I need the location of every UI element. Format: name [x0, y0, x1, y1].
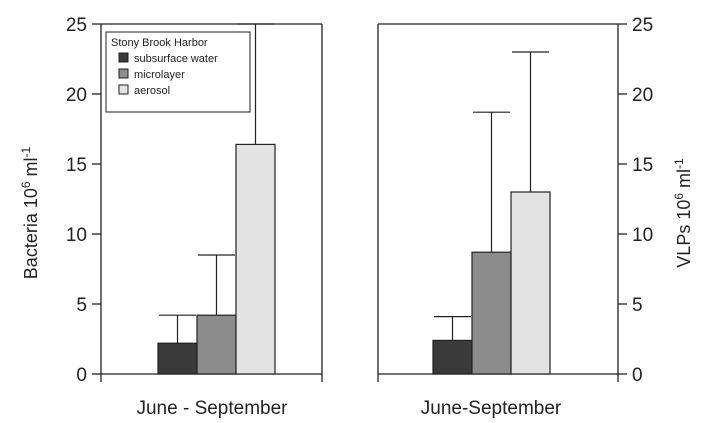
y-axis-title-part: VLPs 10 [674, 200, 694, 268]
legend-entry-label: subsurface water [134, 53, 218, 65]
y-axis-title: Bacteria 106 ml-1 [19, 146, 41, 279]
legend-entry-label: microlayer [134, 69, 185, 81]
chart-panel-right: 0 5 10 15 20 25 June-September VLPs 106 ml-1 [377, 15, 694, 419]
bar-subsurface-water [432, 339, 473, 375]
legend-swatch [118, 52, 129, 63]
bar-microlayer [196, 314, 237, 375]
y-tick-label: 0 [632, 365, 643, 386]
y-tick-label: 0 [76, 365, 87, 386]
y-tick-label: 5 [632, 295, 643, 316]
bar-subsurface-water [157, 342, 198, 375]
y-axis-title-part: ml [21, 157, 41, 181]
y-axis-title-part: Bacteria 10 [21, 188, 41, 279]
x-category-label: June - September [136, 398, 288, 418]
y-axis-title-part: ml [674, 169, 694, 193]
bar-aerosol [510, 191, 551, 375]
y-axis-title-part: -1 [19, 146, 33, 157]
y-tick-label: 10 [66, 225, 87, 246]
legend-swatch [118, 68, 129, 79]
y-axis-title-part: -1 [672, 158, 686, 169]
legend: Stony Brook Harbor subsurface water microl… [105, 31, 251, 113]
legend-swatch [118, 84, 129, 95]
y-axis-title-part: 6 [672, 193, 686, 200]
bar-microlayer [471, 251, 512, 375]
y-tick-label: 20 [632, 85, 653, 106]
legend-entry-label: aerosol [134, 85, 170, 97]
y-axis-title-part: 6 [19, 181, 33, 188]
y-axis-title: VLPs 106 ml-1 [672, 158, 694, 268]
y-tick-label: 15 [66, 155, 87, 176]
y-tick-label: 25 [66, 15, 87, 36]
y-tick-label: 5 [76, 295, 87, 316]
y-tick-label: 25 [632, 15, 653, 36]
y-tick-label: 15 [632, 155, 653, 176]
legend-title: Stony Brook Harbor [111, 37, 208, 49]
chart-panel-left: 0 5 10 15 20 25 June - September Bacteria 106 m… [19, 15, 323, 419]
bar-aerosol [235, 143, 276, 375]
y-tick-label: 20 [66, 85, 87, 106]
legend-box [105, 31, 251, 113]
y-tick-label: 10 [632, 225, 653, 246]
x-category-label: June-September [421, 398, 562, 418]
